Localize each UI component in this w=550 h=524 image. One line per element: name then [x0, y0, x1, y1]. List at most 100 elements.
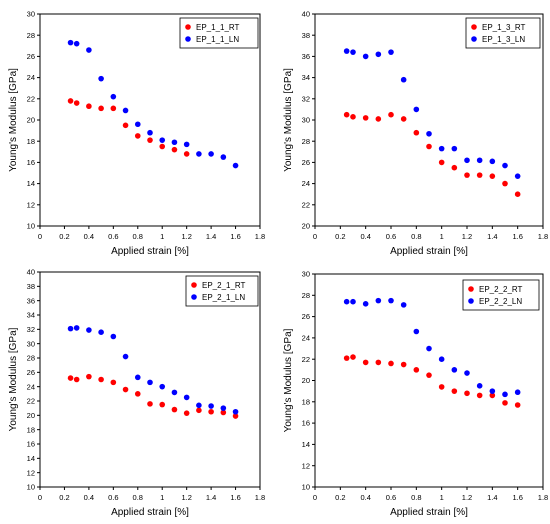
data-point	[388, 111, 394, 118]
series-ln	[67, 325, 239, 415]
y-tick-label: 38	[27, 282, 35, 291]
x-tick-label: 0.6	[386, 232, 396, 241]
data-point	[122, 122, 129, 129]
data-point	[451, 388, 458, 394]
legend-marker	[468, 298, 474, 304]
y-tick-label: 16	[27, 440, 35, 449]
data-point	[350, 354, 356, 360]
data-point	[98, 376, 104, 383]
y-tick-label: 20	[27, 411, 35, 420]
y-tick-label: 18	[302, 397, 310, 406]
data-point	[220, 409, 227, 416]
x-tick-label: 0.2	[59, 232, 69, 241]
data-point	[232, 408, 239, 415]
y-axis-label: Young's Modulus [GPa]	[283, 328, 294, 432]
data-point	[196, 151, 202, 157]
y-tick-label: 26	[27, 368, 35, 377]
data-point	[438, 384, 445, 390]
data-point	[451, 145, 458, 152]
series-rt	[67, 373, 239, 419]
data-point	[122, 386, 129, 393]
x-tick-label: 0.8	[411, 232, 421, 241]
legend-label: EP_1_3_RT	[482, 23, 526, 32]
legend-label: EP_2_1_RT	[202, 281, 246, 290]
x-tick-label: 0.8	[411, 493, 421, 502]
data-point	[464, 390, 470, 397]
data-point	[438, 145, 445, 152]
data-point	[375, 359, 382, 366]
x-tick-label: 1.4	[487, 493, 497, 502]
y-tick-label: 22	[27, 94, 35, 103]
x-tick-label: 1.8	[538, 232, 548, 241]
x-axis-label: Applied strain [%]	[390, 246, 468, 257]
plot-frame	[39, 271, 261, 488]
data-point	[220, 154, 227, 160]
legend-label: EP_2_2_RT	[479, 285, 523, 294]
data-point	[208, 151, 214, 157]
data-point	[400, 116, 407, 122]
data-point	[171, 146, 178, 153]
data-point	[110, 93, 117, 100]
legend-label: EP_1_1_RT	[196, 23, 240, 32]
y-tick-label: 16	[302, 419, 310, 428]
y-tick-label: 40	[27, 268, 35, 277]
y-tick-label: 22	[27, 397, 35, 406]
x-tick-label: 0	[38, 232, 42, 241]
x-axis-label: Applied strain [%]	[390, 507, 468, 518]
y-tick-label: 10	[27, 222, 35, 231]
y-tick-label: 20	[302, 222, 310, 231]
data-point	[343, 355, 350, 361]
data-point	[134, 391, 141, 397]
series-rt	[343, 354, 521, 408]
y-tick-label: 24	[27, 73, 35, 82]
y-axis-label: Young's Modulus [GPa]	[8, 68, 19, 172]
y-tick-label: 30	[27, 339, 35, 348]
y-axis-label: Young's Modulus [GPa]	[283, 68, 294, 172]
x-tick-label: 0.6	[108, 493, 118, 502]
y-tick-label: 36	[302, 52, 310, 61]
y-tick-label: 28	[27, 354, 35, 363]
data-point	[514, 191, 521, 197]
legend-label: EP_1_1_LN	[196, 35, 239, 44]
data-point	[73, 40, 80, 47]
y-tick-label: 24	[27, 382, 35, 391]
data-point	[67, 39, 74, 46]
data-point	[476, 392, 483, 399]
data-point	[110, 379, 117, 386]
legend-box	[179, 17, 259, 49]
chart-panel-4: 0 0.2 0.4 0.6 0.8 1 1.2 1.4 1.6 1.8 10 12 14 16 18 20 22…	[283, 270, 548, 518]
data-point	[476, 383, 483, 389]
data-point	[350, 114, 356, 120]
y-tick-label: 30	[302, 270, 310, 279]
x-tick-label: 0.2	[335, 232, 345, 241]
x-tick-label: 1.6	[512, 232, 522, 241]
x-tick-label: 1.2	[181, 493, 191, 502]
y-axis-label: Young's Modulus [GPa]	[8, 327, 19, 431]
y-tick-label: 12	[27, 468, 35, 477]
data-point	[350, 298, 356, 305]
data-point	[159, 143, 166, 150]
y-tick-label: 14	[302, 440, 310, 449]
data-point	[196, 407, 202, 414]
data-point	[110, 105, 117, 112]
data-point	[147, 379, 153, 386]
legend-marker	[468, 286, 474, 292]
legend: EP_1_1_RT EP_1_1_LN	[179, 17, 259, 49]
data-point	[122, 107, 129, 114]
data-point	[67, 98, 74, 104]
data-point	[514, 389, 521, 396]
data-point	[388, 297, 394, 304]
x-tick-label: 0.4	[360, 232, 370, 241]
series-ln	[67, 39, 239, 169]
x-tick-label: 1.6	[230, 493, 240, 502]
data-point	[147, 137, 153, 143]
data-point	[232, 162, 239, 169]
data-point	[426, 372, 432, 378]
data-point	[413, 367, 420, 373]
data-point	[514, 402, 521, 408]
data-point	[388, 49, 394, 55]
series-rt	[67, 98, 190, 157]
data-point	[400, 361, 407, 368]
data-point	[122, 353, 129, 360]
